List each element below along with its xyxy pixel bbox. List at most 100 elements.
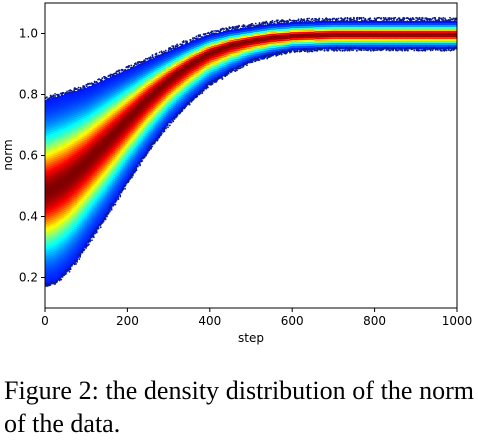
density-cell — [52, 110, 55, 113]
density-cell — [50, 222, 54, 225]
density-cell — [87, 121, 90, 124]
density-cell — [47, 143, 50, 146]
density-cell — [49, 121, 52, 124]
density-cell — [143, 62, 146, 65]
density-cell — [62, 129, 65, 132]
density-cell — [60, 209, 63, 212]
density-cell — [57, 226, 60, 229]
density-cell — [101, 123, 105, 126]
density-column — [115, 75, 118, 202]
density-cell — [55, 209, 58, 212]
outlier-dot — [107, 211, 110, 214]
density-cell — [111, 188, 114, 191]
density-cell — [101, 167, 105, 170]
density-cell — [108, 148, 111, 151]
density-cell — [144, 86, 147, 89]
density-cell — [65, 96, 68, 99]
density-cell — [121, 170, 124, 173]
density-cell — [72, 218, 75, 221]
density-cell — [87, 95, 90, 98]
density-cell — [50, 216, 54, 219]
density-cell — [60, 229, 63, 232]
density-cell — [88, 144, 91, 147]
density-cell — [82, 199, 85, 202]
density-cell — [70, 102, 73, 105]
density-cell — [88, 154, 91, 157]
density-cell — [73, 157, 77, 160]
density-cell — [54, 133, 57, 136]
density-cell — [98, 148, 101, 151]
density-cell — [62, 261, 65, 264]
outlier-dot — [78, 258, 81, 261]
density-cell — [68, 227, 72, 230]
density-cell — [49, 283, 52, 286]
density-cell — [93, 226, 96, 229]
density-cell — [78, 106, 82, 109]
density-cell — [88, 136, 91, 139]
density-cell — [128, 155, 131, 158]
density-cell — [105, 115, 108, 118]
density-cell — [98, 140, 101, 143]
density-cell — [52, 240, 55, 243]
density-cell — [141, 111, 144, 114]
density-cell — [59, 228, 62, 231]
density-cell — [116, 180, 119, 183]
density-cell — [106, 90, 110, 93]
density-cell — [88, 152, 91, 155]
density-cell — [98, 130, 101, 133]
outlier-dot — [119, 195, 122, 198]
density-cell — [62, 123, 65, 126]
density-cell — [68, 105, 72, 108]
density-cell — [116, 134, 119, 137]
density-cell — [65, 132, 68, 135]
density-cell — [49, 217, 52, 220]
density-cell — [116, 160, 119, 163]
density-cell — [49, 235, 52, 238]
density-cell — [139, 122, 143, 125]
density-cell — [123, 145, 126, 148]
density-cell — [138, 120, 141, 123]
density-cell — [124, 70, 128, 73]
density-cell — [68, 201, 72, 204]
density-cell — [126, 90, 129, 93]
density-cell — [65, 232, 68, 235]
density-cell — [128, 87, 131, 90]
density-cell — [70, 254, 73, 257]
density-cell — [91, 87, 95, 90]
density-cell — [144, 116, 147, 119]
density-cell — [54, 127, 57, 130]
density-cell — [131, 95, 134, 98]
density-cell — [134, 110, 138, 113]
density-cell — [106, 204, 110, 207]
density-cell — [93, 118, 96, 121]
density-cell — [131, 145, 134, 148]
density-cell — [113, 193, 116, 196]
density-cell — [83, 182, 86, 185]
density-cell — [45, 150, 47, 153]
density-cell — [118, 133, 121, 136]
density-cell — [83, 170, 86, 173]
density-cell — [83, 196, 86, 199]
density-cell — [118, 173, 121, 176]
density-cell — [138, 122, 141, 125]
density-cell — [72, 188, 75, 191]
density-cell — [113, 177, 116, 180]
density-cell — [105, 183, 108, 186]
density-cell — [100, 165, 103, 168]
density-cell — [101, 179, 105, 182]
outlier-dot — [87, 243, 90, 246]
density-cell — [96, 129, 100, 132]
density-cell — [63, 232, 67, 235]
density-cell — [96, 91, 100, 94]
density-cell — [68, 209, 72, 212]
density-cell — [111, 198, 114, 201]
density-cell — [67, 111, 70, 114]
density-cell — [119, 155, 123, 158]
density-cell — [123, 105, 126, 108]
density-cell — [143, 74, 146, 77]
density-cell — [124, 126, 128, 129]
density-cell — [129, 104, 133, 107]
density-cell — [50, 272, 54, 275]
density-cell — [67, 231, 70, 234]
density-cell — [96, 205, 100, 208]
